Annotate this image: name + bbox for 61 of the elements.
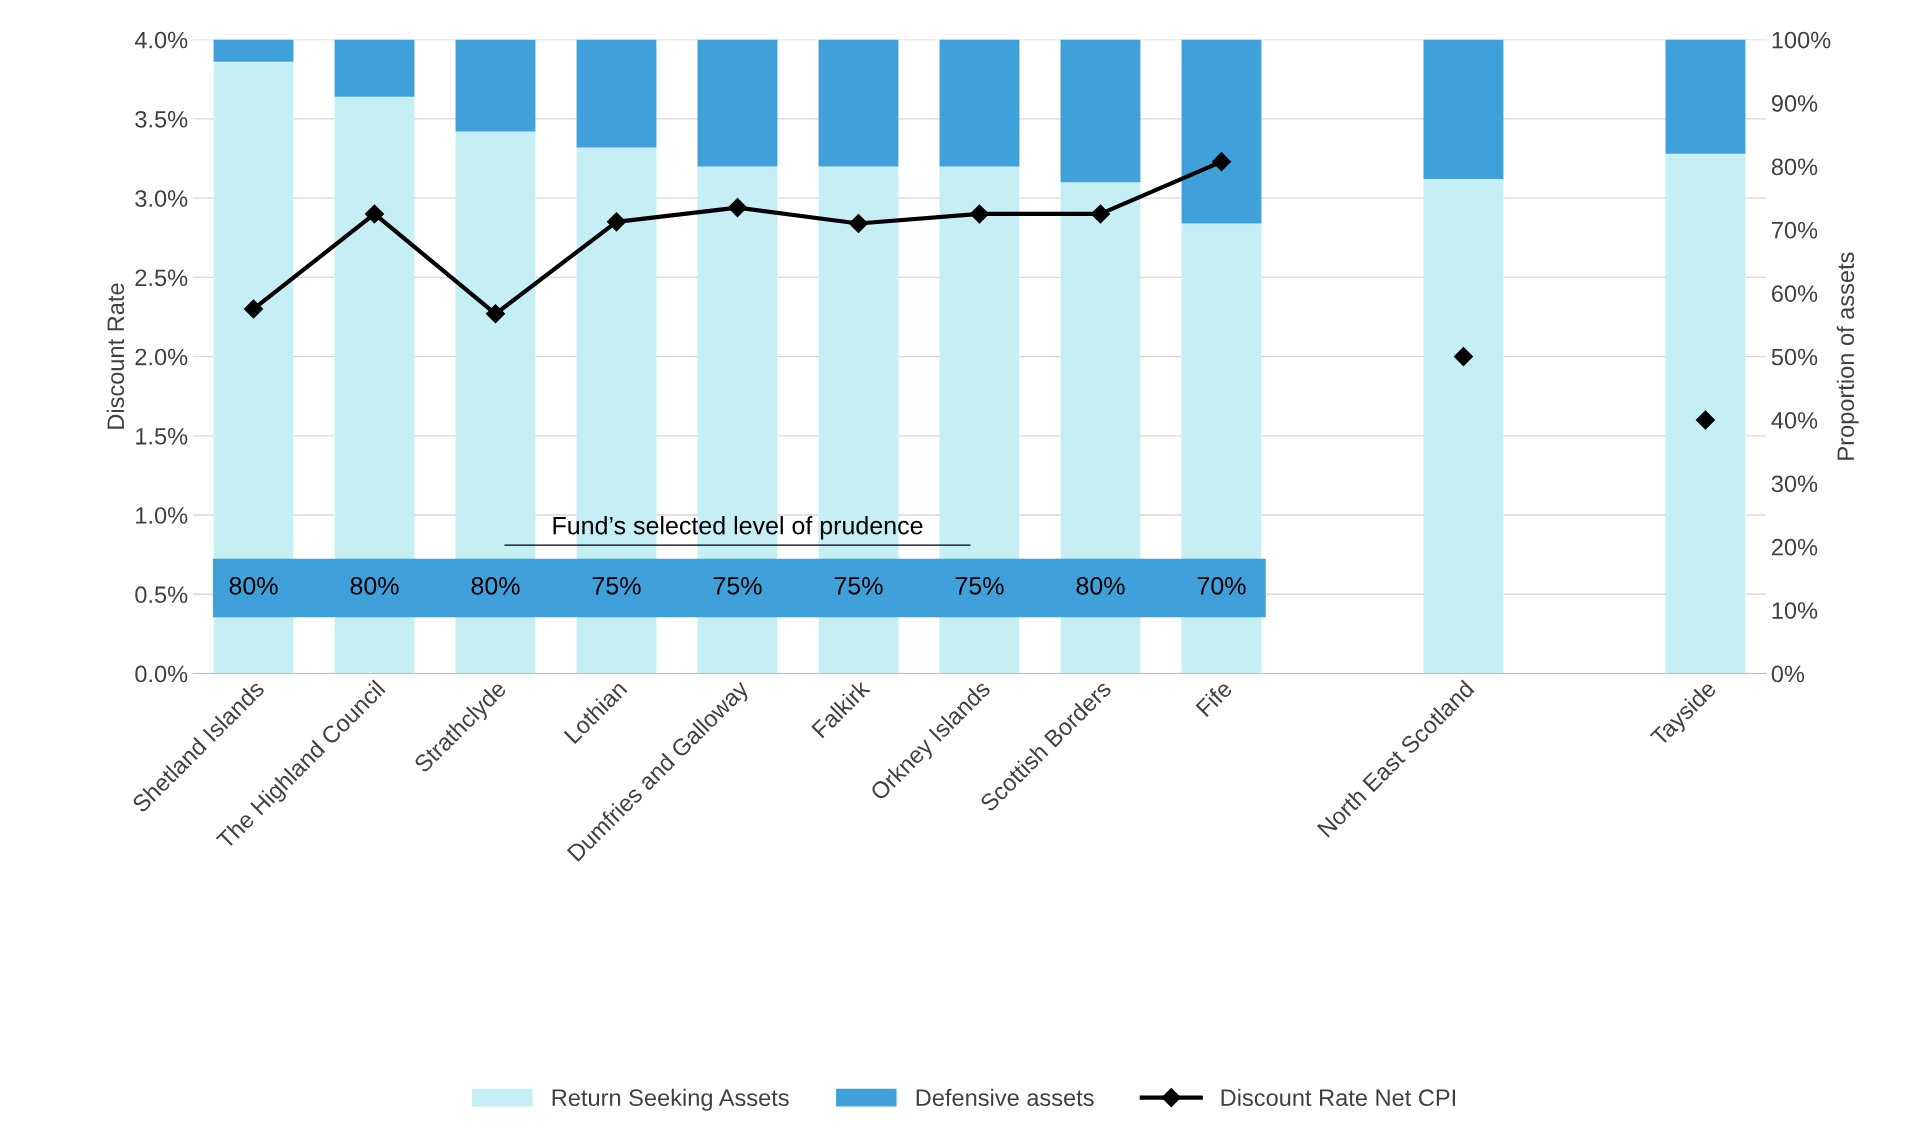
y2-tick-label: 60%	[1772, 285, 1818, 302]
bar	[939, 39, 1020, 167]
y-tick-label: 4.0%	[134, 31, 188, 49]
y-tick-label: 0.0%	[135, 665, 188, 683]
y-tick-label: 0.5%	[135, 586, 188, 604]
y2-tick-label: 80%	[1771, 158, 1818, 176]
legend-label: Return Seeking Assets	[552, 1088, 789, 1111]
annotation: 80%	[1076, 576, 1125, 595]
point	[364, 204, 385, 224]
bar	[1423, 179, 1504, 674]
bar	[1181, 39, 1262, 224]
y-tick-label: 1.0%	[136, 507, 188, 524]
point	[969, 204, 990, 224]
y2-tick-label: 10%	[1772, 602, 1818, 619]
point	[1695, 410, 1715, 430]
bar	[1423, 39, 1504, 180]
bar	[576, 39, 657, 148]
bar	[1060, 39, 1141, 183]
point	[1211, 152, 1232, 172]
y-tick-label: 3.5%	[135, 110, 188, 128]
point	[1453, 347, 1473, 367]
y2-tick-label: 70%	[1772, 221, 1818, 239]
y2-tick-label: 0%	[1771, 665, 1805, 683]
point	[848, 213, 869, 233]
legend-label: Discount Rate Net CPI	[1221, 1088, 1455, 1107]
point	[606, 212, 627, 232]
point	[727, 198, 748, 218]
annotation: 75%	[592, 577, 641, 595]
bar	[334, 39, 415, 97]
y2-tick-label: 20%	[1772, 538, 1818, 556]
y-tick-label: 1.5%	[136, 427, 188, 445]
point	[485, 304, 506, 324]
y2-tick-label: 50%	[1771, 348, 1818, 366]
y2-tick-label: 30%	[1771, 475, 1818, 493]
annotation: 75%	[713, 577, 762, 595]
point	[1090, 204, 1111, 224]
y-tick-label: 2.5%	[135, 269, 188, 287]
bar	[818, 39, 899, 167]
bar	[1665, 153, 1746, 674]
annotation: Fund’s selected level of prudence	[553, 516, 923, 540]
annotation: 75%	[834, 577, 883, 595]
point	[243, 299, 264, 319]
bar	[1665, 39, 1746, 154]
legend-label: Defensive assets	[916, 1088, 1094, 1107]
y2-tick-label: 90%	[1771, 95, 1818, 112]
annotation: 80%	[471, 576, 520, 595]
annotation: 75%	[955, 577, 1004, 595]
annotation: 80%	[229, 576, 278, 595]
annotation: 70%	[1197, 576, 1246, 595]
bar	[697, 39, 778, 167]
y2-axis-title: Proportion of assets	[1836, 252, 1859, 460]
y-tick-label: 2.0%	[135, 348, 188, 366]
x-tick-label: Fife	[1195, 679, 1233, 718]
bar	[455, 39, 536, 132]
annotation: 80%	[350, 576, 399, 595]
y-axis-title: Discount Rate	[106, 283, 125, 429]
bar	[213, 39, 294, 62]
y-tick-label: 3.0%	[135, 190, 188, 207]
bar	[213, 61, 294, 674]
y2-tick-label: 40%	[1771, 412, 1818, 429]
y2-tick-label: 100%	[1772, 31, 1831, 49]
